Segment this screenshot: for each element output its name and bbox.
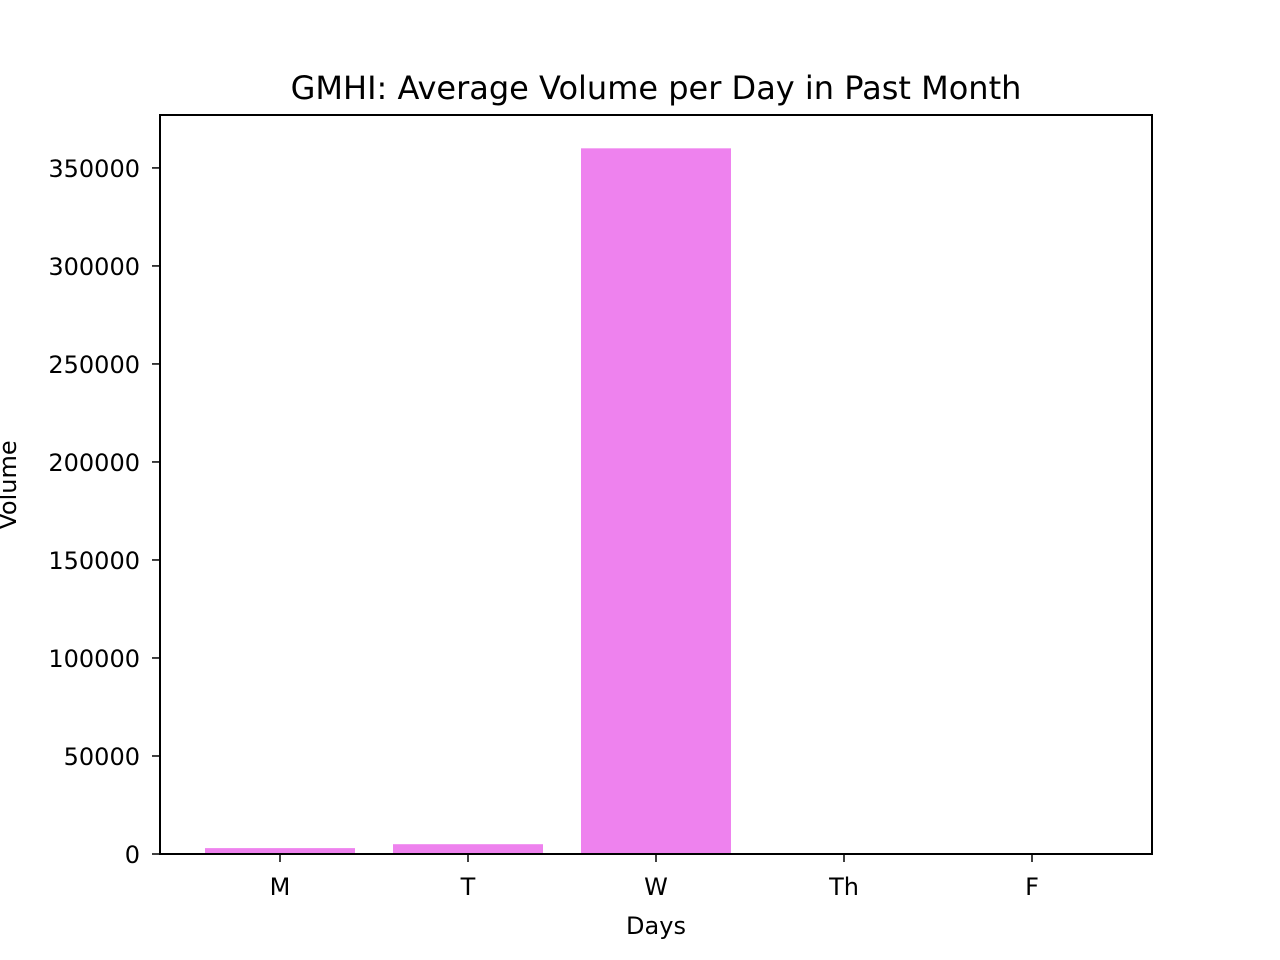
y-tick-label: 150000 bbox=[48, 547, 140, 575]
bar-m bbox=[205, 848, 355, 854]
x-tick-label: T bbox=[460, 873, 476, 901]
y-tick-label: 300000 bbox=[48, 253, 140, 281]
y-tick-label: 50000 bbox=[64, 743, 140, 771]
plot-frame bbox=[159, 114, 1153, 855]
x-axis-title: Days bbox=[626, 912, 686, 940]
x-tick-label: F bbox=[1025, 873, 1039, 901]
y-tick-label: 0 bbox=[125, 841, 140, 869]
bar-w bbox=[581, 148, 731, 854]
x-axis: M T W Th F bbox=[270, 854, 1039, 901]
chart-title: GMHI: Average Volume per Day in Past Mon… bbox=[291, 69, 1022, 107]
bars-layer bbox=[205, 148, 731, 854]
x-tick-label: Th bbox=[828, 873, 859, 901]
y-axis: 0 50000 100000 150000 200000 250000 300000 3500… bbox=[48, 155, 160, 869]
bar-t bbox=[393, 844, 543, 854]
y-tick-label: 350000 bbox=[48, 155, 140, 183]
y-tick-label: 250000 bbox=[48, 351, 140, 379]
y-axis-title: Volume bbox=[0, 440, 22, 529]
x-tick-label: W bbox=[644, 873, 668, 901]
y-tick-label: 100000 bbox=[48, 645, 140, 673]
x-tick-label: M bbox=[270, 873, 291, 901]
y-tick-label: 200000 bbox=[48, 449, 140, 477]
